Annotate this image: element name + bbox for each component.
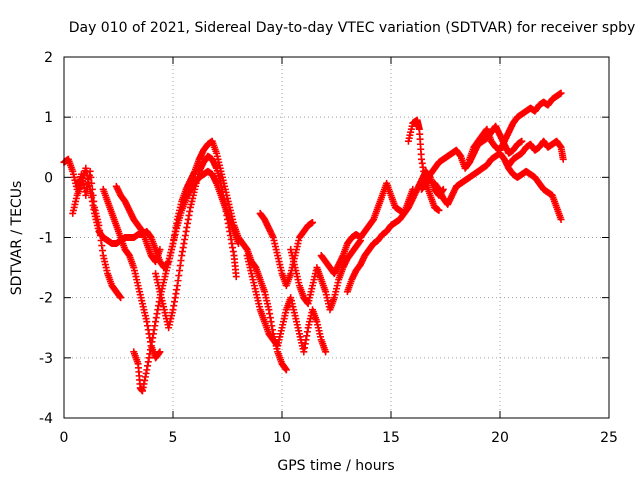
x-tick-label: 25 <box>600 430 618 446</box>
series-track-7 <box>256 209 317 290</box>
data-point <box>518 137 526 145</box>
series-track-10 <box>317 179 417 278</box>
series-track-6 <box>152 152 240 332</box>
data-point <box>322 348 330 356</box>
series-track-4 <box>112 182 164 266</box>
data-point <box>117 294 125 302</box>
data-point <box>435 206 443 214</box>
y-axis-label: SDTVAR / TECUs <box>9 181 25 296</box>
series-track-8 <box>243 252 330 356</box>
x-tick-label: 10 <box>273 430 291 446</box>
data-point <box>559 155 567 163</box>
data-point <box>309 218 317 226</box>
y-tick-label: -3 <box>39 351 53 367</box>
y-tick-label: 2 <box>44 50 53 66</box>
x-tick-label: 15 <box>382 430 400 446</box>
series-track-11 <box>343 167 447 296</box>
data-point <box>234 240 242 248</box>
data-points <box>60 89 567 395</box>
x-tick-label: 5 <box>169 430 178 446</box>
series-track-14 <box>431 149 565 223</box>
y-tick-label: -1 <box>39 231 53 247</box>
data-point <box>557 215 565 223</box>
data-point <box>282 366 290 374</box>
data-point <box>232 273 240 281</box>
y-tick-label: -2 <box>39 291 53 307</box>
series-track-15 <box>465 89 565 163</box>
series-track-16 <box>505 137 567 169</box>
x-tick-label: 0 <box>60 430 69 446</box>
series-track-3 <box>99 185 164 362</box>
data-point <box>156 348 164 356</box>
series-track-5 <box>130 167 242 395</box>
y-tick-label: 1 <box>44 110 53 126</box>
x-tick-label: 20 <box>491 430 509 446</box>
y-tick-label: 0 <box>44 170 53 186</box>
axis-ticks: 0 5 10 15 20 25 -4 -3 -2 -1 0 1 2 <box>39 50 618 446</box>
data-point <box>557 89 565 97</box>
x-axis-label: GPS time / hours <box>277 458 394 474</box>
data-point <box>156 246 164 254</box>
chart-title: Day 010 of 2021, Sidereal Day-to-day VTE… <box>69 20 636 36</box>
y-tick-label: -4 <box>39 411 53 427</box>
